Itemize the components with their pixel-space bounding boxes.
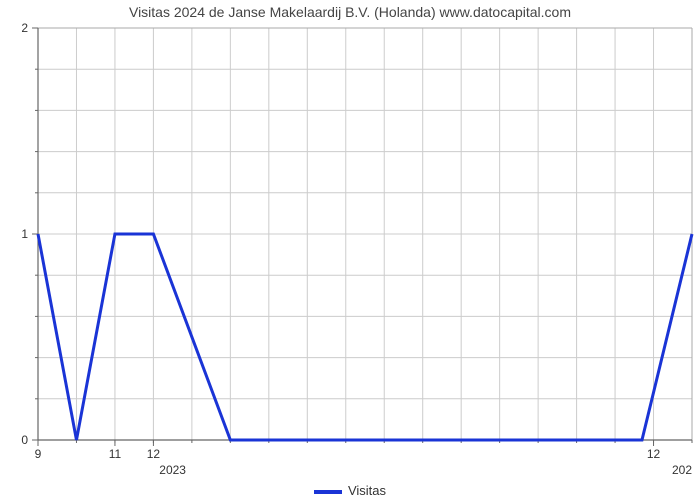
svg-text:12: 12 — [647, 447, 661, 461]
chart-title: Visitas 2024 de Janse Makelaardij B.V. (… — [0, 4, 700, 20]
chart-legend: Visitas — [0, 483, 700, 498]
svg-text:2023: 2023 — [159, 463, 186, 477]
svg-text:2: 2 — [21, 21, 28, 35]
legend-swatch — [314, 490, 342, 494]
svg-text:1: 1 — [21, 227, 28, 241]
svg-text:11: 11 — [109, 447, 122, 461]
chart-plot: 01291112122023202 — [0, 0, 700, 500]
svg-text:0: 0 — [21, 433, 28, 447]
legend-label: Visitas — [348, 483, 386, 498]
svg-text:202: 202 — [672, 463, 692, 477]
visits-chart: Visitas 2024 de Janse Makelaardij B.V. (… — [0, 0, 700, 500]
svg-text:12: 12 — [147, 447, 161, 461]
svg-text:9: 9 — [35, 447, 42, 461]
